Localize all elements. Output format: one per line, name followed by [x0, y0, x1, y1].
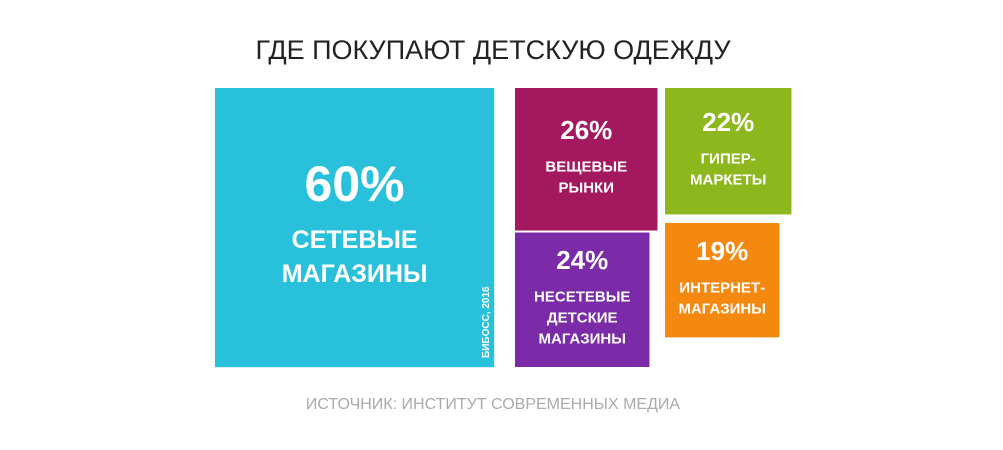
value-label: 22% [702, 107, 754, 137]
category-label: МАГАЗИНЫ [678, 301, 765, 318]
value-label: 19% [696, 236, 748, 266]
category-label: ВЕЩЕВЫЕ [545, 159, 627, 176]
source: ИСТОЧНИК: ИНСТИТУТ СОВРЕМЕННЫХ МЕДИА [306, 396, 681, 413]
value-label: 24% [556, 245, 608, 275]
category-label: ДЕТСКИЕ [547, 310, 618, 327]
square [515, 88, 658, 231]
square [215, 88, 495, 368]
value-label: 26% [560, 115, 612, 145]
category-label: ГИПЕР- [701, 151, 756, 168]
watermark: БИБОСС, 2016 [481, 286, 492, 358]
square [515, 232, 650, 367]
value-label: 60% [305, 156, 405, 212]
category-label: РЫНКИ [559, 180, 614, 197]
category-label: НЕСЕТЕВЫЕ [534, 289, 630, 306]
category-label: МАГАЗИНЫ [282, 260, 428, 288]
square [665, 223, 780, 338]
category-label: ИНТЕРНЕТ- [679, 280, 765, 297]
category-label: МАРКЕТЫ [690, 172, 766, 189]
square [665, 88, 792, 215]
chart-title: ГДЕ ПОКУПАЮТ ДЕТСКУЮ ОДЕЖДУ [256, 35, 732, 65]
category-label: МАГАЗИНЫ [539, 331, 626, 348]
category-label: СЕТЕВЫЕ [292, 226, 418, 254]
